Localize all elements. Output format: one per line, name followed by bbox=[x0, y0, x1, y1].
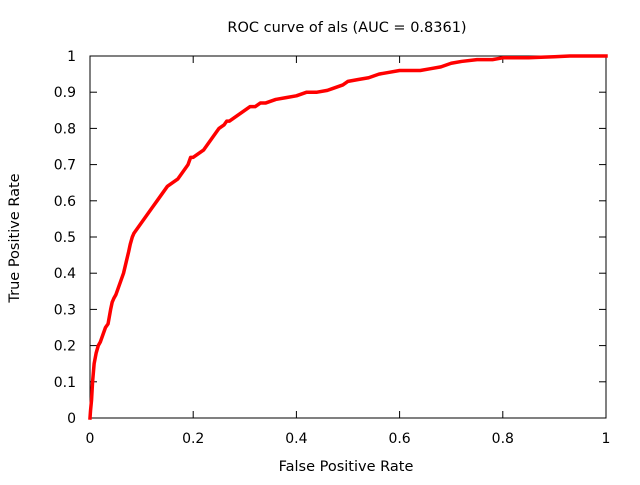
x-tick-label: 0.2 bbox=[182, 431, 204, 447]
y-tick-label: 0.5 bbox=[54, 230, 76, 246]
y-tick-label: 0.8 bbox=[54, 121, 76, 137]
series-layer bbox=[88, 54, 608, 420]
chart-title: ROC curve of als (AUC = 0.8361) bbox=[227, 20, 466, 36]
y-tick-label: 0.3 bbox=[54, 302, 76, 318]
x-tick-label: 0.6 bbox=[388, 431, 410, 447]
x-tick-label: 0.4 bbox=[285, 431, 307, 447]
y-tick-label: 0.4 bbox=[54, 266, 76, 282]
x-tick-label: 1 bbox=[602, 431, 611, 447]
y-tick-label: 0.6 bbox=[54, 194, 76, 210]
y-tick-label: 0 bbox=[67, 411, 76, 427]
x-axis-label: False Positive Rate bbox=[279, 459, 414, 475]
y-tick-label: 1 bbox=[67, 49, 76, 65]
x-tick-label: 0.8 bbox=[492, 431, 514, 447]
ticks-layer: 0 0.2 0.4 0.6 0.8 1 0 0.1 0.2 0.3 0.4 0.5 0.6 0.7 0.8 0… bbox=[54, 49, 611, 447]
y-tick-label: 0.7 bbox=[54, 158, 76, 174]
roc-curve-line bbox=[88, 54, 608, 420]
y-tick-label: 0.1 bbox=[54, 375, 76, 391]
y-tick-label: 0.2 bbox=[54, 339, 76, 355]
x-tick-label: 0 bbox=[86, 431, 95, 447]
plot-frame bbox=[89, 55, 607, 419]
y-axis-label: True Positive Rate bbox=[7, 173, 23, 303]
y-tick-label: 0.9 bbox=[54, 85, 76, 101]
